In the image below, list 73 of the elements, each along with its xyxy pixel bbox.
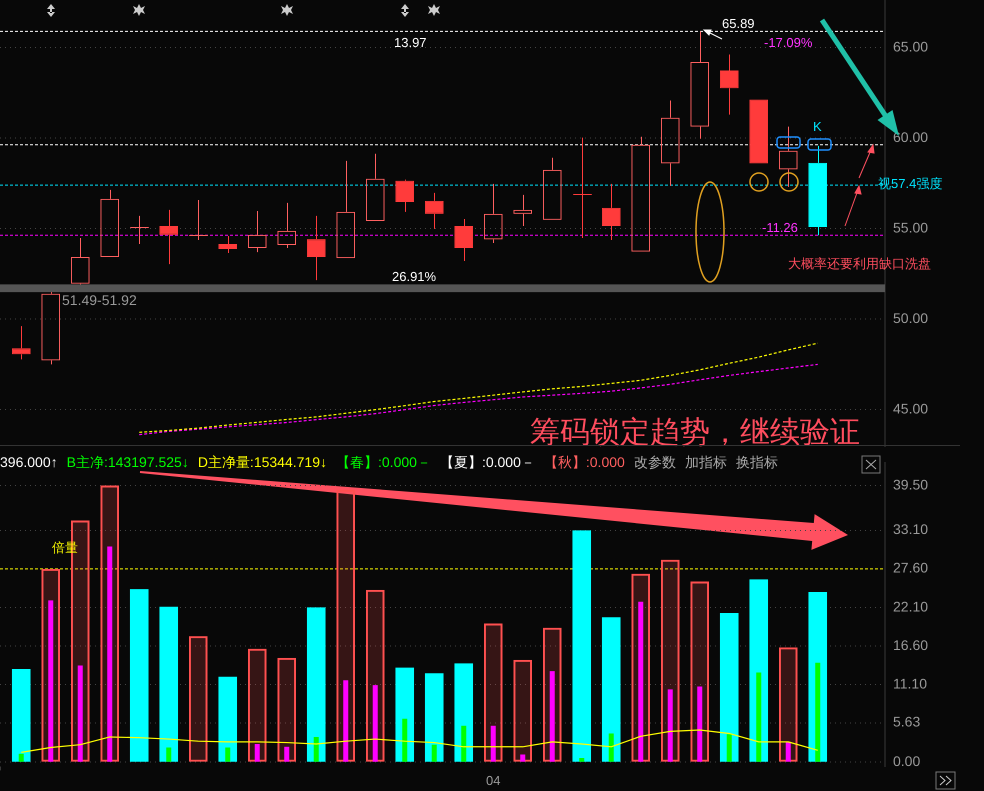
bar [254,744,260,762]
bar [314,736,319,762]
y-tick-label: 16.60 [893,636,928,653]
x-tick-label: 04 [486,772,500,788]
annotation: 【夏】:0.000－ [440,454,535,470]
annotation: 改参数 [634,454,676,470]
bar [188,636,208,762]
y-tick-label: 45.00 [893,400,928,417]
bar [602,617,621,762]
y-tick-label: 27.60 [893,560,928,576]
candlestick [159,209,178,265]
bar [402,718,408,762]
ref-line-label: 65.89 [722,16,755,31]
y-tick-label: 5.63 [893,714,920,730]
bar [608,733,614,762]
bar [697,686,702,762]
bar [18,754,24,762]
annotation: 换指标 [736,454,778,470]
y-tick-label: 55.00 [893,219,928,236]
bar [756,672,762,762]
bar [786,742,791,762]
bar [490,726,496,762]
ref-line-label: 视57.4强度 [878,176,942,191]
y-tick-label: 0.00 [893,753,920,770]
annotation: -11.26 [762,219,798,236]
candlestick [130,215,150,244]
y-tick-label: 33.10 [893,521,928,538]
bar [372,685,378,762]
candlestick [218,235,238,254]
annotation: 26.91% [392,268,436,285]
bar [12,669,31,762]
bar [720,613,739,762]
y-tick-label: 50.00 [893,310,928,326]
bar [432,744,437,762]
annotation: 13.97 [394,34,427,51]
bar [159,606,178,762]
annotation: 【秋】:0.000 [544,454,625,470]
bar [343,680,348,762]
bar [284,746,290,762]
annotation: B主净:143197.525↓ [66,454,189,470]
annotation: K [813,118,822,135]
y-tick-label: 65.00 [893,38,928,54]
bar [520,754,526,762]
y-tick-label: 22.10 [893,598,928,614]
candlestick [454,218,474,262]
bar [572,530,592,762]
annotation: 大概率还要利用缺口洗盘 [788,255,931,272]
bar [726,734,732,762]
bar [668,689,673,762]
bar [815,662,820,762]
bar [424,673,444,762]
annotation: D主净量:15344.719↓ [198,454,327,470]
y-tick-label: 39.50 [893,476,928,492]
bar [166,747,172,762]
bar [78,666,83,762]
annotation: 加指标 [684,454,727,470]
annotation: -17.09% [764,34,812,51]
bar [225,747,230,762]
y-tick-label: 60.00 [893,128,928,145]
bar [130,589,149,762]
band-label: 51.49-51.92 [62,291,137,309]
bar [306,607,326,762]
candlestick [188,199,208,240]
candlestick [572,137,592,238]
candlestick [395,179,414,212]
bar [579,758,584,762]
y-tick-label: 11.10 [893,675,928,692]
annotation: 396.000↑ [0,454,58,470]
bar [218,676,238,762]
annotation: 【春】:0.000－ [336,454,431,470]
candlestick [808,145,828,236]
bar [513,660,532,762]
bar [461,726,466,762]
